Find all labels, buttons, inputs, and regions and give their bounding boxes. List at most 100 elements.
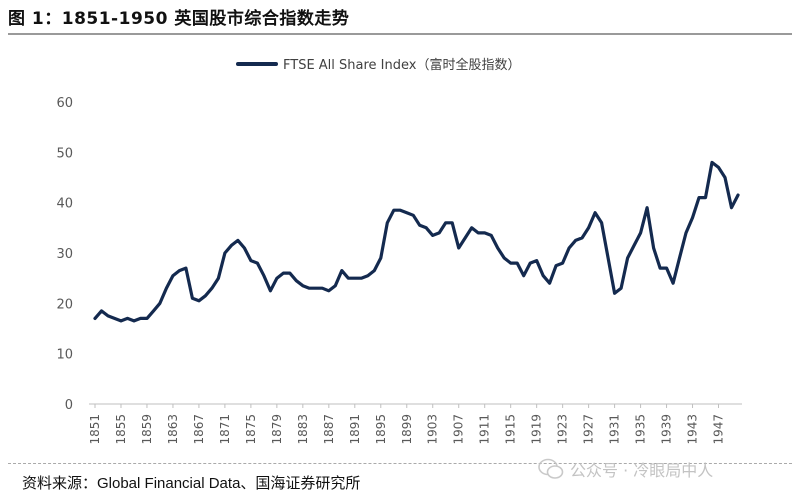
- data-point: [282, 271, 285, 275]
- data-point: [210, 287, 214, 290]
- data-point: [717, 166, 720, 169]
- x-tick-label: 1907: [452, 414, 466, 445]
- data-point: [321, 287, 324, 290]
- x-tick-label: 1931: [608, 414, 622, 445]
- x-tick-label: 1943: [686, 414, 700, 445]
- data-point: [561, 261, 564, 265]
- x-tick-label: 1927: [582, 414, 596, 445]
- source-divider: [8, 463, 792, 464]
- data-point: [697, 196, 701, 199]
- data-point: [288, 271, 291, 275]
- data-point: [139, 317, 142, 320]
- data-point: [256, 261, 259, 265]
- data-point: [275, 277, 279, 280]
- y-tick-label: 50: [56, 146, 73, 161]
- data-point: [600, 221, 603, 224]
- data-point: [665, 266, 668, 270]
- x-tick-label: 1919: [530, 414, 544, 445]
- data-point: [529, 261, 532, 265]
- data-point: [457, 246, 460, 250]
- data-point: [464, 236, 467, 240]
- data-point: [431, 234, 434, 237]
- data-point: [93, 317, 97, 320]
- data-point: [262, 274, 266, 277]
- x-tick-label: 1891: [348, 414, 362, 445]
- y-tick-label: 30: [56, 247, 73, 262]
- y-tick-label: 20: [56, 297, 73, 312]
- data-point: [217, 277, 220, 280]
- data-point: [184, 266, 188, 270]
- x-tick-label: 1947: [712, 414, 726, 445]
- x-tick-label: 1939: [660, 414, 674, 445]
- data-point: [470, 226, 473, 229]
- data-point: [684, 231, 688, 235]
- data-point: [191, 297, 194, 300]
- data-point: [314, 287, 317, 290]
- data-point: [295, 279, 298, 282]
- x-tick-label: 1923: [556, 414, 570, 445]
- data-point: [269, 289, 272, 292]
- x-tick-label: 1935: [634, 414, 648, 445]
- data-point: [554, 264, 558, 267]
- data-point: [587, 226, 590, 229]
- data-point: [353, 277, 356, 280]
- data-point: [626, 256, 629, 260]
- data-point: [405, 211, 408, 214]
- data-point: [632, 244, 636, 247]
- series-line: [93, 160, 740, 323]
- data-point: [535, 259, 538, 262]
- x-tick-label: 1855: [114, 414, 128, 445]
- data-point: [145, 317, 149, 320]
- data-point: [100, 309, 103, 313]
- data-point: [392, 209, 395, 212]
- data-point: [444, 221, 447, 224]
- data-point: [347, 277, 350, 280]
- data-point: [165, 287, 168, 290]
- data-point: [574, 239, 577, 242]
- data-point: [593, 211, 597, 214]
- data-point: [340, 269, 343, 272]
- y-tick-label: 40: [56, 197, 73, 212]
- y-axis-tick-labels: 0 10 20 30 40 50 60: [56, 96, 73, 413]
- data-point: [730, 206, 733, 209]
- wechat-icon: [538, 458, 564, 479]
- data-point: [658, 266, 662, 270]
- data-point: [327, 289, 330, 292]
- data-point: [249, 259, 253, 262]
- data-point: [548, 282, 551, 285]
- data-point: [243, 246, 246, 250]
- data-point: [567, 246, 571, 250]
- x-tick-label: 1875: [244, 414, 258, 445]
- series-points: [93, 161, 740, 323]
- x-tick-label: 1895: [374, 414, 388, 445]
- data-point: [490, 234, 493, 237]
- y-tick-label: 0: [65, 398, 73, 413]
- chart-legend: FTSE All Share Index（富时全股指数）: [236, 57, 520, 73]
- data-point: [197, 299, 201, 302]
- x-tick-label: 1883: [296, 414, 310, 445]
- data-point: [619, 287, 623, 290]
- data-point: [710, 161, 714, 164]
- x-tick-label: 1903: [426, 414, 440, 445]
- data-point: [119, 319, 123, 323]
- data-point: [178, 269, 181, 272]
- data-point: [723, 176, 727, 179]
- data-point: [301, 284, 304, 287]
- x-tick-label: 1851: [88, 414, 102, 445]
- data-point: [691, 216, 694, 219]
- x-axis-tick-labels: 1851 1855 1859 1863 1867 1871 1875 1879 1883 1887…: [88, 404, 726, 445]
- data-point: [308, 287, 311, 290]
- data-point: [503, 256, 506, 260]
- x-tick-label: 1859: [140, 414, 154, 445]
- data-point: [639, 231, 642, 235]
- data-point: [204, 294, 207, 297]
- x-tick-label: 1915: [504, 414, 518, 445]
- data-point: [704, 196, 707, 199]
- x-tick-label: 1887: [322, 414, 336, 445]
- data-point: [425, 226, 428, 229]
- data-point: [113, 317, 116, 320]
- title-divider: [8, 33, 792, 35]
- data-point: [438, 231, 441, 235]
- data-point: [132, 319, 136, 323]
- data-point: [106, 314, 110, 318]
